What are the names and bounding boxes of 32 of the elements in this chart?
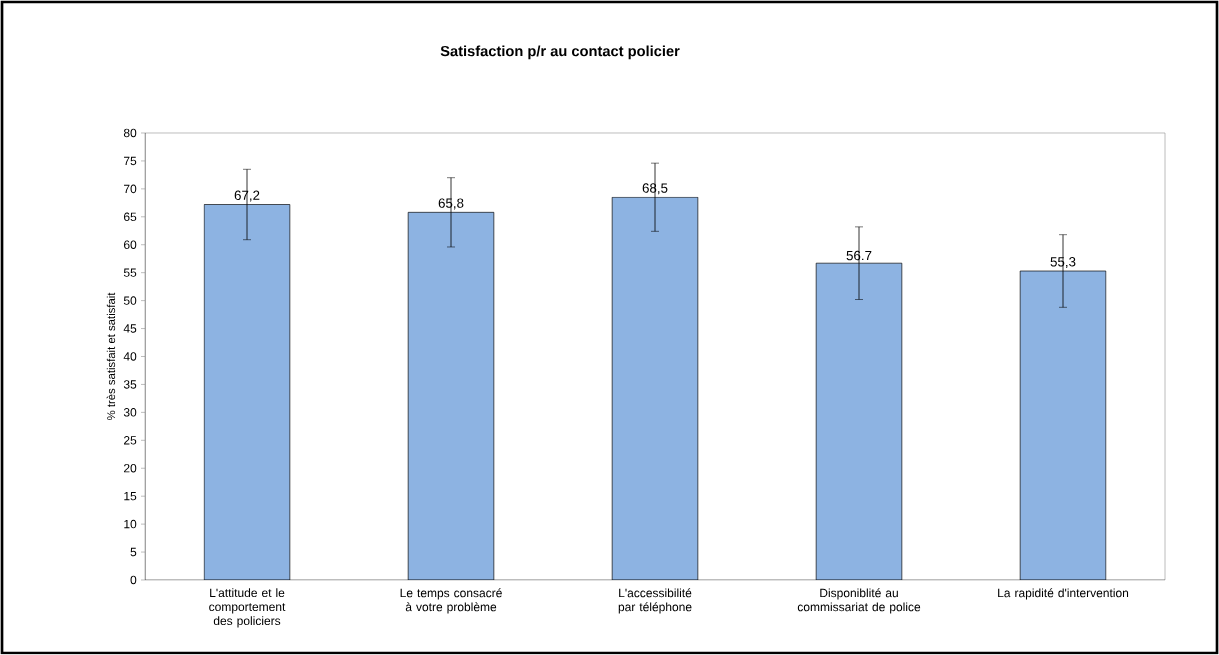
data-label: 55,3 [1050,257,1076,269]
y-tick-label: 45 [123,324,137,333]
y-tick-label: 65 [124,212,137,222]
data-label: 56.7 [846,250,872,261]
bar [407,212,495,580]
y-tick-label: 35 [123,380,137,389]
y-tick-label: 75 [124,156,137,166]
y-tick-label: 55 [123,268,137,277]
y-tick-label: 25 [124,436,137,445]
bar [611,196,699,580]
y-tick-label: 60 [124,240,137,249]
x-tick-label: La rapidité d'intervention [998,588,1129,600]
y-tick-label: 20 [124,463,137,473]
y-axis-title: % très satisfait et satisfait [106,292,116,421]
bar [815,262,903,580]
y-tick-label: 5 [130,547,137,557]
y-tick-label: 80 [123,128,137,138]
x-tick-label: L'accessibilité par téléphone [618,588,692,614]
y-tick-label: 30 [123,408,137,417]
y-tick-label: 70 [124,184,137,194]
y-tick-label: 15 [124,491,137,501]
x-tick-label: Le temps consacré à votre problème [400,588,502,614]
data-label: 67,2 [234,190,260,202]
data-label: 65,8 [438,198,464,210]
x-tick-label: Disponiblité au commissariat de police [797,588,921,614]
y-tick-label: 0 [130,575,137,585]
y-tick-label: 50 [123,296,137,305]
x-tick-label: L'attitude et le comportement des policiers [209,588,286,628]
y-tick-label: 40 [123,352,137,361]
y-tick-label: 10 [124,519,137,529]
chart-title: Satisfaction p/r au contact policier [440,45,680,60]
data-label: 68,5 [642,183,668,195]
